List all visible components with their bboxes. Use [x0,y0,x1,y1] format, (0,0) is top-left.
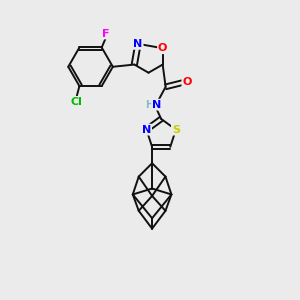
Text: N: N [134,39,142,49]
Text: O: O [182,77,192,87]
Text: N: N [142,124,151,135]
Text: F: F [102,28,110,38]
Text: H: H [145,100,153,110]
Text: S: S [172,124,180,135]
Text: Cl: Cl [70,97,83,107]
Text: N: N [152,100,161,110]
Text: O: O [158,43,167,53]
